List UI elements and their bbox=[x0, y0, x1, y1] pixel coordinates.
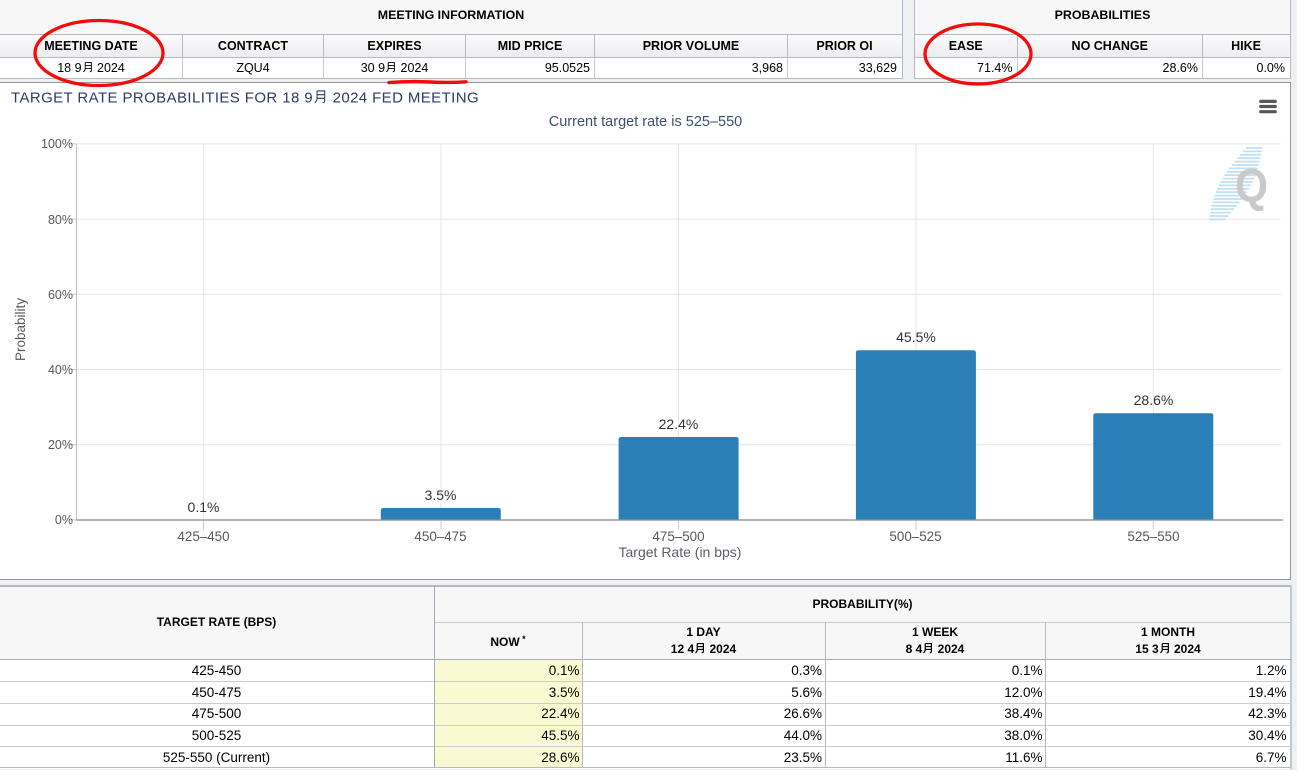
svg-text:Q: Q bbox=[1235, 159, 1268, 212]
